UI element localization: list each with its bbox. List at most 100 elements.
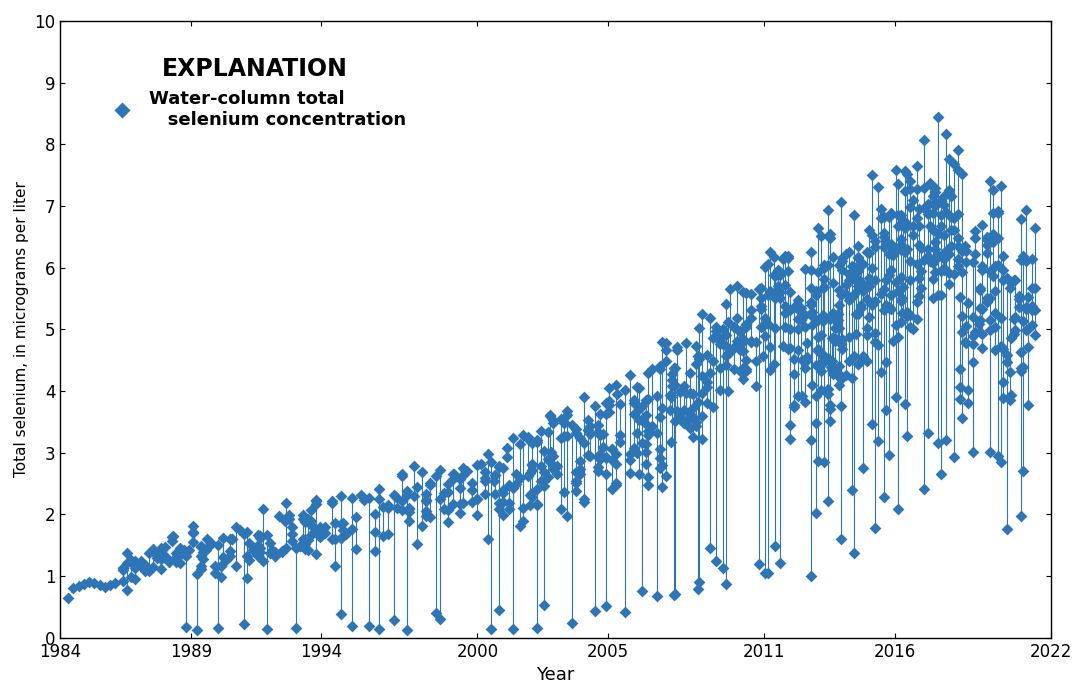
Point [704,355,721,366]
Point [721,283,738,295]
Point [860,248,877,259]
Point [985,270,1002,281]
Point [65,583,83,594]
Point [960,297,977,309]
Point [1019,291,1036,302]
Point [490,604,507,615]
Point [366,508,383,519]
Point [908,184,925,195]
Point [657,344,674,355]
Point [1012,347,1030,358]
Point [937,434,955,445]
Point [564,618,581,629]
Point [908,212,925,223]
Point [555,417,572,429]
Point [912,242,930,253]
Point [140,566,157,577]
Point [946,269,963,280]
Point [291,540,308,551]
Point [652,452,669,463]
Point [288,543,305,554]
Point [370,493,388,504]
Point [863,298,881,309]
Point [883,207,900,218]
Point [393,468,411,480]
Point [774,253,792,265]
Point [558,431,576,442]
Point [485,469,503,480]
Point [718,360,735,371]
Point [589,426,606,437]
Point [807,359,824,371]
Point [973,219,990,230]
Point [501,479,518,490]
Point [832,400,849,411]
Point [698,398,716,409]
Point [898,430,915,441]
Point [960,384,977,395]
Point [184,527,201,538]
Point [132,556,150,567]
Point [936,191,954,202]
Point [140,547,157,558]
Point [989,451,1007,462]
Point [831,300,848,311]
Point [782,286,799,297]
Point [894,292,911,303]
Point [812,385,830,396]
Point [637,446,655,457]
Point [1018,304,1035,315]
Point [926,236,944,247]
Point [123,557,140,568]
Point [689,350,706,362]
Point [152,542,169,554]
Point [853,277,870,288]
Point [814,357,832,369]
Point [785,301,803,312]
Point [949,232,967,244]
Point [192,551,210,562]
Point [288,623,305,634]
Point [477,467,494,478]
Point [194,554,212,565]
Point [114,575,131,586]
Point [532,475,550,487]
Point [445,468,463,480]
Point [873,288,891,299]
Point [523,460,541,471]
Point [482,456,500,468]
Point [323,498,340,509]
Point [1012,254,1030,265]
Point [540,472,557,483]
Point [597,451,615,462]
Point [540,453,557,464]
Point [177,622,194,633]
Point [435,504,453,515]
Point [238,526,255,537]
Point [532,460,550,471]
Point [302,505,319,516]
Point [137,560,154,571]
Point [949,144,967,156]
Point [993,313,1010,324]
Point [987,285,1005,296]
Point [504,623,521,634]
Point [300,544,317,556]
Point [485,475,503,487]
Point [490,461,507,472]
Point [519,431,536,443]
Point [943,241,960,252]
Point [482,623,500,634]
Point [545,463,563,475]
Point [348,543,365,554]
Point [568,476,585,487]
Point [937,245,955,256]
Point [1018,301,1035,312]
Point [675,405,693,416]
Point [608,477,626,489]
Point [535,600,553,611]
Point [821,415,838,426]
Point [924,292,942,304]
Point [964,330,982,341]
Point [715,563,732,574]
